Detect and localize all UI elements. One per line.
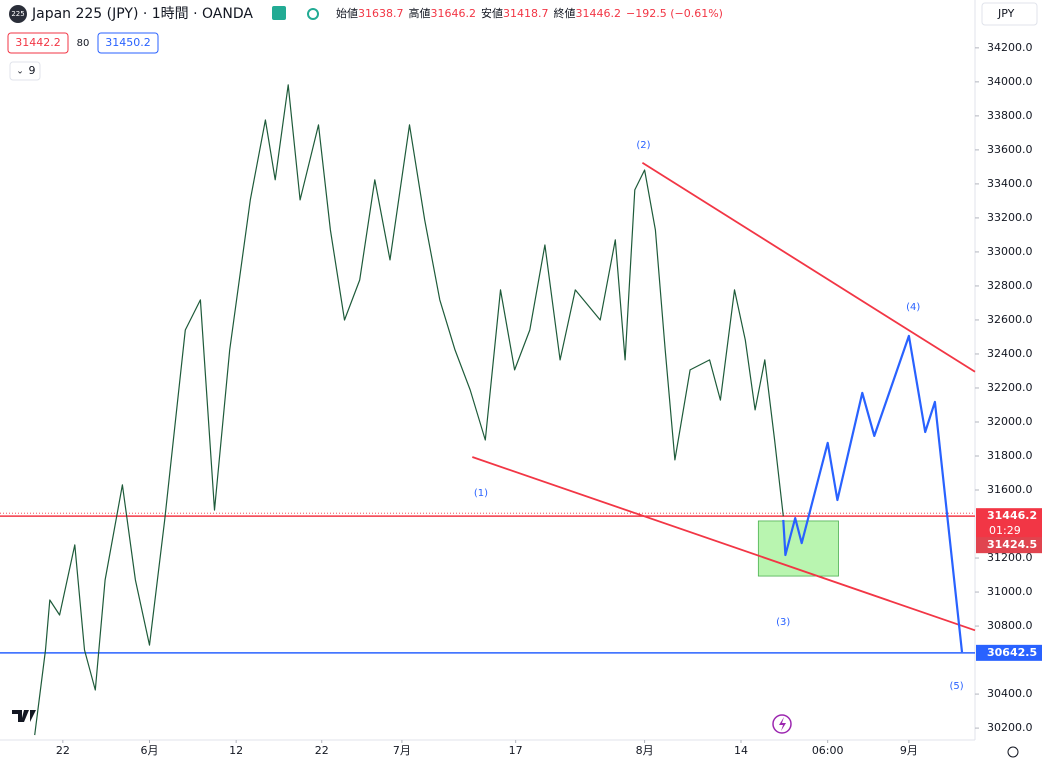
y-tick-label: 32200.0	[987, 381, 1033, 394]
y-tick-label: 31600.0	[987, 483, 1033, 496]
x-tick-label: 9月	[900, 744, 918, 757]
ohlc-value: 31446.2	[576, 7, 622, 20]
flag-icon[interactable]	[272, 6, 286, 20]
price-label-box	[976, 508, 1042, 542]
trend-line	[641, 162, 976, 373]
ohlc-label: 終値	[554, 6, 576, 20]
x-tick-label: 06:00	[812, 744, 844, 757]
y-tick-label: 32000.0	[987, 415, 1033, 428]
y-tick-label: 34000.0	[987, 75, 1033, 88]
x-tick-label: 6月	[141, 744, 159, 757]
indicator-toggle[interactable]	[9, 61, 41, 81]
price-line	[34, 84, 784, 736]
wave-label: (5)	[949, 681, 963, 692]
x-tick-label: 22	[315, 744, 329, 757]
ask-box[interactable]	[97, 32, 159, 54]
tv-logo[interactable]	[12, 710, 36, 722]
y-tick-label: 33000.0	[987, 245, 1033, 258]
ask-price: 31450.2	[105, 36, 151, 49]
y-tick-label: 32400.0	[987, 347, 1033, 360]
bid-box[interactable]	[7, 32, 69, 54]
x-tick-label: 8月	[636, 744, 654, 757]
countdown: 01:29	[989, 524, 1021, 537]
y-tick-label: 33400.0	[987, 177, 1033, 190]
currency-button[interactable]	[981, 2, 1038, 26]
x-tick-label: 12	[229, 744, 243, 757]
wave-label: (2)	[636, 140, 650, 151]
y-tick-label: 31200.0	[987, 551, 1033, 564]
x-tick-label: 7月	[393, 744, 411, 757]
wave-label: (3)	[776, 617, 790, 628]
ohlc-label: 始値	[336, 6, 358, 20]
y-tick-label: 33200.0	[987, 211, 1033, 224]
ohlc-legend: 始値31638.7 高値31646.2 安値31418.7 終値31446.2 −192…	[336, 6, 723, 20]
currency: JPY	[997, 7, 1015, 20]
y-tick-label: 34200.0	[987, 41, 1033, 54]
price-label: 31446.2	[987, 509, 1037, 522]
wave-label: (4)	[906, 302, 920, 313]
trend-line	[472, 456, 976, 632]
x-tick-label: 17	[509, 744, 523, 757]
wave-label: (1)	[474, 488, 488, 499]
y-tick-label: 31800.0	[987, 449, 1033, 462]
chevron: ⌄	[16, 67, 24, 77]
ohlc-label: 高値	[409, 6, 431, 20]
indicator-count: 9	[29, 64, 36, 77]
settings-icon[interactable]	[1007, 746, 1019, 758]
ohlc-value: 31638.7	[358, 7, 404, 20]
y-tick-label: 33800.0	[987, 109, 1033, 122]
x-tick-label: 22	[56, 744, 70, 757]
y-tick-label: 32600.0	[987, 313, 1033, 326]
y-tick-label: 33600.0	[987, 143, 1033, 156]
price-label: 31424.5	[987, 538, 1037, 551]
ohlc-label: 安値	[481, 6, 503, 20]
spread: 80	[77, 38, 90, 49]
ohlc-value: 31418.7	[503, 7, 549, 20]
price-label: 30642.5	[987, 646, 1037, 659]
y-tick-label: 32800.0	[987, 279, 1033, 292]
y-tick-label: 30800.0	[987, 619, 1033, 632]
y-tick-label: 30400.0	[987, 687, 1033, 700]
x-tick-label: 14	[734, 744, 748, 757]
price-label-box	[976, 644, 1042, 661]
status-icon	[307, 8, 319, 20]
price-line	[782, 334, 964, 653]
ohlc-change: −192.5 (−0.61%)	[626, 7, 723, 20]
y-tick-label: 30200.0	[987, 721, 1033, 734]
ohlc-value: 31646.2	[431, 7, 477, 20]
symbol-badge-text: 225	[11, 10, 24, 18]
y-tick-label: 31000.0	[987, 585, 1033, 598]
chart-title[interactable]: Japan 225 (JPY) · 1時間 · OANDA	[31, 6, 253, 22]
symbol-badge	[9, 5, 27, 23]
bid-price: 31442.2	[15, 36, 61, 49]
price-label-box	[976, 537, 1042, 554]
lightning	[779, 717, 786, 731]
